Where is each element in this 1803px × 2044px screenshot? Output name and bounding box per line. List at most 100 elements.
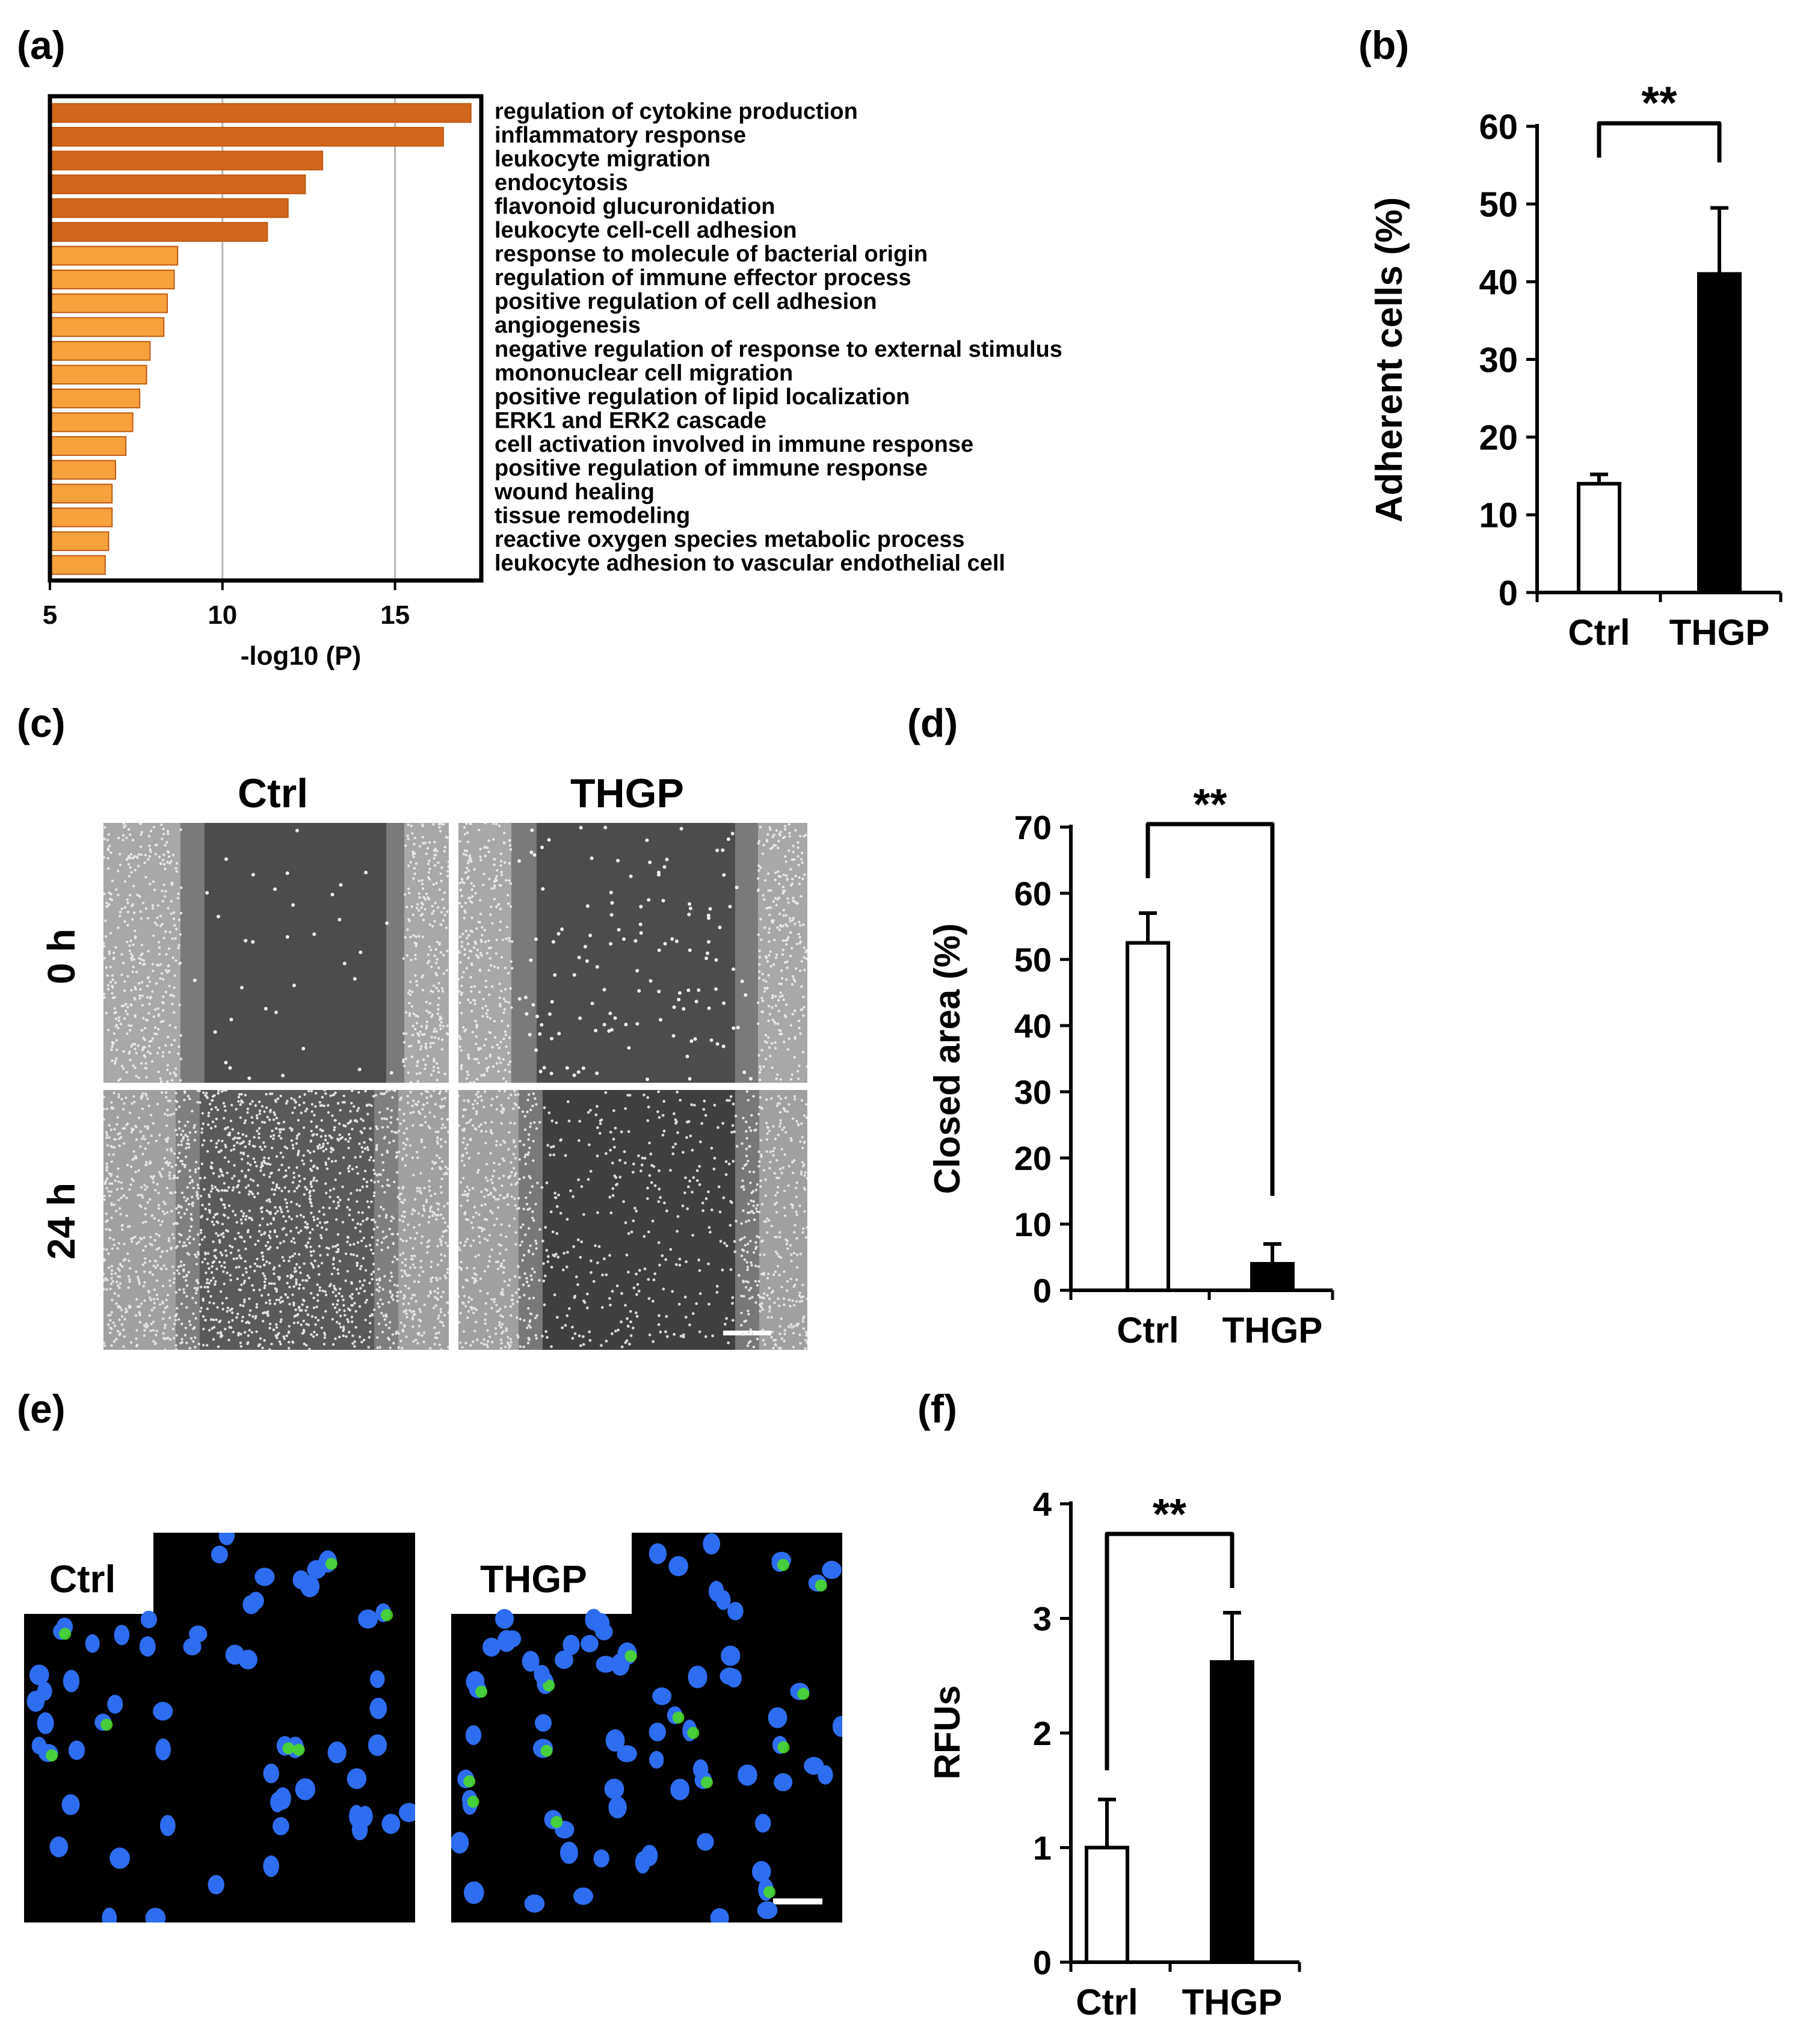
cell-dot: [785, 1242, 789, 1246]
cell-dot: [252, 1157, 255, 1160]
cell-dot: [297, 1184, 300, 1187]
cell-dot: [791, 1073, 794, 1076]
cell-dot: [401, 1261, 404, 1264]
cell-dot: [260, 1210, 264, 1213]
cell-dot: [440, 823, 443, 825]
cell-dot: [745, 1154, 748, 1157]
cell-dot: [761, 973, 764, 976]
cell-dot: [375, 1148, 378, 1151]
cell-dot: [436, 1142, 440, 1145]
cell-dot: [353, 1243, 356, 1246]
cell-dot: [557, 1032, 561, 1036]
cell-dot: [354, 1326, 357, 1329]
cell-dot: [172, 994, 176, 998]
cell-dot: [460, 1064, 463, 1067]
chart-f-y-tick-label: 3: [1033, 1600, 1052, 1638]
cell-dot: [413, 941, 416, 944]
cell-dot: [247, 1169, 250, 1172]
cell-dot: [148, 980, 152, 984]
cell-dot: [373, 1191, 376, 1194]
cell-dot: [440, 1118, 443, 1121]
cell-dot: [789, 920, 792, 923]
cell-dot: [269, 1246, 272, 1249]
cell-dot: [460, 945, 463, 948]
cell-dot: [426, 1054, 430, 1057]
cell-dot: [522, 1176, 525, 1179]
cell-dot: [412, 1012, 415, 1015]
cell-dot: [277, 1134, 281, 1137]
cell-dot: [757, 840, 761, 843]
cell-dot: [766, 1316, 769, 1319]
cell-dot: [806, 1226, 807, 1229]
cell-dot: [402, 1142, 405, 1145]
cell-dot: [236, 1141, 239, 1144]
cell-dot: [149, 830, 153, 833]
cell-dot: [376, 1226, 379, 1229]
cell-dot: [303, 1177, 306, 1180]
cell-dot: [116, 1188, 119, 1191]
cell-dot: [109, 1331, 112, 1334]
cell-dot: [117, 1329, 120, 1333]
cell-dot: [152, 934, 155, 937]
cell-dot: [338, 1308, 341, 1311]
cell-dot: [117, 1180, 120, 1183]
chart-f-y-tick-label: 2: [1033, 1714, 1052, 1752]
cell-dot: [403, 1295, 407, 1299]
cell-dot: [463, 1294, 466, 1298]
cell-dot: [531, 1003, 535, 1007]
cell-dot: [768, 1012, 772, 1016]
cell-dot: [505, 1248, 508, 1251]
cell-dot: [781, 1166, 784, 1169]
cell-dot: [309, 1159, 313, 1162]
cell-dot: [253, 1262, 257, 1266]
cell-dot: [671, 1034, 676, 1038]
cell-dot: [289, 1276, 292, 1279]
cell-dot: [307, 1323, 310, 1326]
cell-dot: [801, 1231, 804, 1234]
cell-dot: [439, 1237, 442, 1241]
cell-dot: [257, 1239, 260, 1243]
cell-dot: [256, 1264, 259, 1267]
cell-dot: [747, 1341, 750, 1344]
cell-dot: [185, 1208, 188, 1211]
cell-dot: [304, 1221, 307, 1224]
cell-dot: [748, 1126, 751, 1129]
chart-a-category-label: leukocyte migration: [495, 146, 710, 171]
cell-dot: [212, 1326, 216, 1329]
chart-a-bar: [49, 198, 289, 218]
cell-dot: [260, 1105, 264, 1108]
cell-dot: [467, 956, 470, 959]
cell-dot: [407, 1287, 410, 1290]
cell-dot: [246, 1111, 249, 1114]
cell-dot: [318, 1144, 321, 1147]
cell-dot: [153, 1302, 156, 1305]
cell-dot: [154, 843, 158, 846]
cell-dot: [440, 1191, 443, 1194]
cell-dot: [166, 1113, 170, 1117]
cell-dot: [373, 1308, 376, 1311]
cell-dot: [249, 1236, 252, 1239]
cell-dot: [531, 1252, 535, 1255]
green-stain: [543, 1679, 555, 1692]
cell-dot: [507, 1063, 510, 1066]
cell-dot: [493, 897, 496, 900]
cell-dot: [446, 875, 449, 878]
cell-dot: [726, 1098, 729, 1102]
cell-dot: [192, 1312, 195, 1316]
cell-dot: [446, 836, 449, 839]
cell-dot: [428, 841, 431, 844]
cell-dot: [159, 914, 162, 917]
cell-dot: [165, 841, 168, 844]
cell-dot: [421, 1235, 424, 1238]
cell-dot: [205, 1344, 209, 1347]
cell-dot: [413, 1226, 416, 1229]
cell-dot: [517, 1093, 520, 1096]
cell-dot: [467, 1310, 470, 1313]
cell-dot: [698, 1330, 701, 1334]
cell-dot: [346, 1236, 350, 1239]
cell-dot: [749, 1328, 753, 1331]
cell-dot: [320, 1261, 324, 1264]
cell-dot: [495, 1107, 498, 1111]
chart-f-bar: [1085, 1845, 1129, 1964]
cell-dot: [173, 1322, 176, 1326]
